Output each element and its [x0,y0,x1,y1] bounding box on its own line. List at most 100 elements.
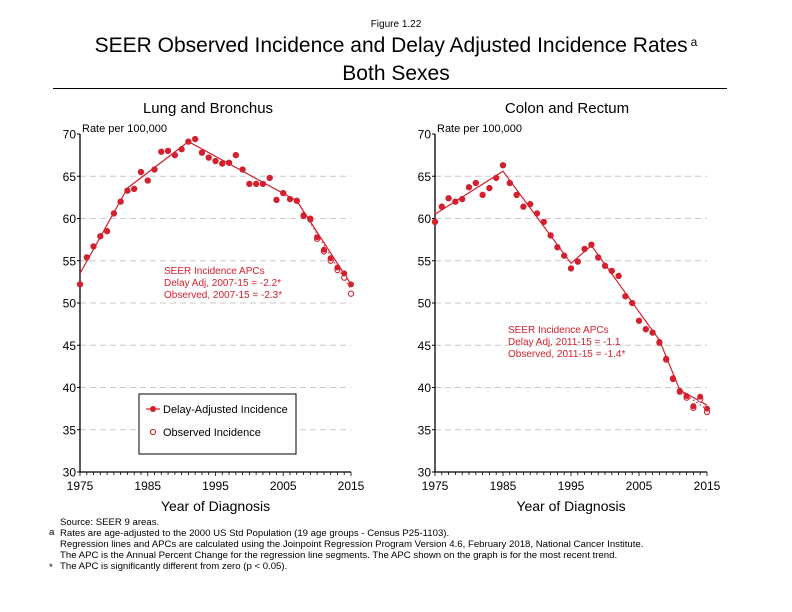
title-line-1: SEER Observed Incidence and Delay Adjust… [94,34,688,57]
x-tick-label: 1985 [490,479,517,493]
y-tick-label: 40 [63,381,77,395]
delay-adjusted-point [588,241,595,248]
delay-adjusted-point [459,196,466,203]
delay-adjusted-point [83,254,90,261]
y-tick-label: 70 [63,128,77,142]
delay-adjusted-point [472,180,479,187]
delay-adjusted-point [690,403,697,410]
y-axis-label: Rate per 100,000 [82,123,167,135]
delay-adjusted-point [506,180,513,187]
x-axis-label: Year of Diagnosis [516,498,625,514]
footnote-source: Source: SEER 9 areas. [60,517,160,528]
y-tick-label: 35 [63,423,77,437]
legend: Delay-Adjusted Incidence Observed Inciden… [138,393,297,455]
delay-adjusted-point [185,138,192,145]
delay-adjusted-point [300,212,307,219]
delay-adjusted-point [432,218,438,225]
page-title: SEER Observed Incidence and Delay Adjust… [0,33,792,86]
delay-adjusted-point [205,154,212,161]
y-tick-label: 55 [63,254,77,268]
legend-marker-observed [149,428,157,436]
delay-adjusted-point [341,270,348,277]
delay-adjusted-point [697,393,704,400]
legend-box [138,393,297,455]
delay-adjusted-point [124,187,131,194]
y-tick-label: 45 [418,339,432,353]
delay-adjusted-point [232,152,239,159]
delay-adjusted-point [253,180,260,187]
delay-adjusted-point [670,375,676,382]
y-tick-label: 65 [63,170,77,184]
y-tick-label: 30 [418,466,432,480]
delay-adjusted-point [348,281,354,288]
delay-adjusted-point [165,147,172,154]
y-tick-label: 55 [418,254,432,268]
delay-adjusted-point [327,255,334,262]
delay-adjusted-point [520,203,527,210]
delay-adjusted-point [656,338,663,345]
delay-adjusted-point [137,169,144,176]
x-tick-label: 2005 [626,479,653,493]
delay-adjusted-point [287,196,294,203]
delay-adjusted-point [683,392,690,399]
chart-title: Colon and Rectum [505,100,629,117]
figure-label: Figure 1.22 [370,19,422,30]
delay-adjusted-point [663,355,670,362]
title-line-2: Both Sexes [342,62,450,85]
legend-marker-delay-adjusted [150,406,156,412]
x-axis-label: Year of Diagnosis [161,498,270,514]
y-tick-label: 40 [418,381,432,395]
delay-adjusted-point [445,195,452,202]
delay-adjusted-point [622,293,629,300]
y-axis-label: Rate per 100,000 [437,123,522,135]
delay-adjusted-point [192,136,199,143]
delay-adjusted-point [500,162,506,169]
delay-adjusted-point [608,267,615,274]
chart-title: Lung and Bronchus [143,100,273,117]
delay-adjusted-point [246,180,253,187]
delay-adjusted-point [131,185,138,192]
delay-adjusted-point [273,196,280,203]
delay-adjusted-point [438,203,445,210]
y-tick-label: 45 [63,339,77,353]
delay-adjusted-point [320,246,327,253]
x-tick-label: 2015 [338,479,365,493]
footnote-a-line-2: Regression lines and APCs are calculated… [60,539,644,550]
footnote-star: The APC is significantly different from … [60,561,288,572]
chart-panel-lung: Lung and Bronchus Rate per 100,000 Year of… [63,100,365,514]
y-tick-label: 60 [418,212,432,226]
delay-adjusted-point [595,254,602,261]
delay-adjusted-point [266,174,273,181]
apc-annotation-line: Delay Adj, 2011-15 = -1.1 [508,337,621,348]
delay-adjusted-point [493,174,500,181]
delay-adjusted-point [259,180,266,187]
y-tick-label: 50 [63,297,77,311]
delay-adjusted-point [615,272,622,279]
y-tick-label: 30 [63,466,77,480]
observed-point [347,290,355,297]
delay-adjusted-point [117,198,124,205]
delay-adjusted-point [568,265,574,272]
delay-adjusted-point [636,317,642,324]
delay-adjusted-point [334,264,341,271]
delay-adjusted-point [513,191,520,198]
footnote-a-line-1: Rates are age-adjusted to the 2000 US St… [60,528,450,539]
apc-annotation-line: SEER Incidence APCs [508,325,609,336]
apc-annotation-line: Observed, 2011-15 = -1.4* [508,349,625,360]
delay-adjusted-point [314,234,321,241]
delay-adjusted-point [574,258,581,265]
x-tick-label: 1975 [422,479,449,493]
title-footnote-mark: a [690,35,698,49]
delay-adjusted-point [239,166,246,173]
x-tick-label: 1975 [67,479,94,493]
delay-adjusted-point [77,281,83,288]
delay-adjusted-point [534,210,540,217]
delay-adjusted-point [486,185,493,192]
delay-adjusted-point [151,166,158,173]
y-tick-label: 65 [418,170,432,184]
delay-adjusted-point [629,300,636,306]
x-tick-label: 1995 [202,479,229,493]
delay-adjusted-point [466,184,472,191]
delay-adjusted-point [540,218,547,225]
